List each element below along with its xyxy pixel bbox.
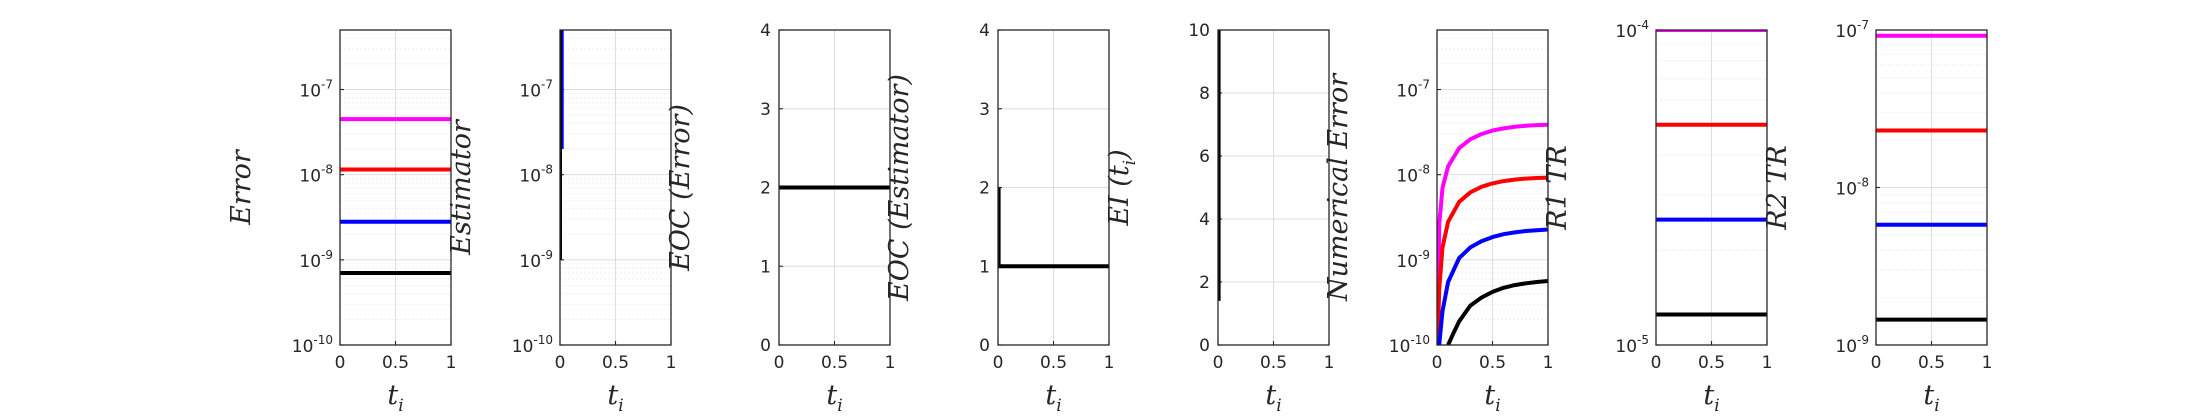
series-line-3 [1437, 227, 1548, 345]
y-tick-label: 10-9 [519, 248, 553, 272]
x-tick-label: 1 [666, 353, 677, 373]
x-axis-label: ti [826, 380, 842, 416]
y-tick-label: 1 [979, 257, 990, 277]
x-tick-label: 0 [1651, 353, 1662, 373]
x-axis-label: ti [1045, 380, 1061, 416]
y-tick-label: 2 [1199, 273, 1210, 293]
axes-frame [1436, 29, 1549, 346]
subplot-3: 0 0.5 1 0 1 2 3 4 ti EOC (Error) [665, 21, 895, 416]
x-tick-label: 1 [885, 353, 896, 373]
x-tick-label: 1 [1543, 353, 1554, 373]
x-tick-label: 1 [1762, 353, 1773, 373]
x-axis-label: ti [1923, 380, 1939, 416]
axes-frame [997, 29, 1110, 346]
axes-frame [1875, 29, 1988, 346]
x-tick-label: 0 [335, 353, 346, 373]
x-axis-label: ti [607, 380, 623, 416]
x-tick-label: 0.5 [382, 353, 409, 373]
x-tick-label: 1 [1324, 353, 1335, 373]
y-tick-label: 10-8 [1396, 163, 1430, 187]
y-tick-label: 10-10 [512, 333, 553, 357]
y-tick-label: 10-7 [1396, 78, 1430, 102]
series-line-4 [1446, 279, 1548, 345]
series-line-2 [1437, 175, 1548, 345]
x-tick-label: 0.5 [1040, 353, 1067, 373]
x-tick-label: 0 [993, 353, 1004, 373]
subplot-7: 0 0.5 1 10-5 10-4 ti R1 TR [1542, 18, 1772, 416]
y-axis-label: R2 TR [1762, 145, 1793, 230]
subplot-6: 0 0.5 1 10-10 10-9 10-8 10-7 ti Numerical Error [1323, 29, 1554, 416]
x-tick-label: 0 [1871, 353, 1882, 373]
x-tick-label: 1 [1982, 353, 1993, 373]
y-axis-label: EI (ti) [1104, 149, 1140, 226]
x-axis-label: ti [1265, 380, 1281, 416]
x-tick-label: 1 [1104, 353, 1115, 373]
y-tick-label: 0 [979, 336, 990, 356]
x-tick-label: 0.5 [1260, 353, 1287, 373]
y-tick-label: 8 [1199, 84, 1210, 104]
x-tick-label: 0 [1432, 353, 1443, 373]
axes-frame [1655, 29, 1768, 346]
y-tick-label: 4 [760, 21, 771, 41]
x-tick-label: 0.5 [602, 353, 629, 373]
x-tick-label: 0 [555, 353, 566, 373]
y-tick-label: 2 [760, 179, 771, 199]
y-tick-label: 0 [760, 336, 771, 356]
axes-frame [778, 29, 891, 346]
y-tick-label: 10-4 [1615, 18, 1649, 42]
y-axis-label: EOC (Estimator) [884, 74, 915, 302]
y-tick-label: 1 [760, 257, 771, 277]
y-axis-label: Error [226, 148, 257, 226]
y-tick-label: 10-8 [299, 163, 333, 187]
x-tick-label: 0.5 [1698, 353, 1725, 373]
y-tick-label: 4 [979, 21, 990, 41]
y-tick-label: 10-8 [519, 163, 553, 187]
y-tick-label: 3 [979, 100, 990, 120]
x-axis-label: ti [1703, 380, 1719, 416]
axes-frame [339, 29, 452, 346]
subplot-8: 0 0.5 1 10-9 10-8 10-7 ti R2 TR [1762, 18, 1992, 416]
y-axis-label: Numerical Error [1323, 72, 1354, 302]
y-tick-label: 0 [1199, 336, 1210, 356]
x-axis-label: ti [387, 380, 403, 416]
y-tick-label: 10 [1188, 21, 1210, 41]
x-tick-label: 0 [774, 353, 785, 373]
y-axis-label: EOC (Error) [665, 104, 696, 272]
x-tick-label: 1 [446, 353, 457, 373]
y-tick-label: 10-9 [1396, 248, 1430, 272]
y-tick-label: 10-9 [299, 248, 333, 272]
y-tick-label: 10-10 [1389, 333, 1430, 357]
y-tick-label: 3 [760, 100, 771, 120]
y-tick-label: 4 [1199, 210, 1210, 230]
x-axis-label: ti [1484, 380, 1500, 416]
axes-frame [559, 29, 672, 346]
y-tick-label: 10-5 [1615, 333, 1649, 357]
x-tick-label: 0.5 [1918, 353, 1945, 373]
x-tick-label: 0 [1213, 353, 1224, 373]
y-tick-label: 6 [1199, 147, 1210, 167]
y-tick-label: 10-10 [292, 333, 333, 357]
y-tick-label: 10-8 [1835, 176, 1869, 200]
y-axis-label: Estimator [446, 118, 477, 256]
subplot-1: 0 0.5 1 10-10 10-9 10-8 10-7 ti Error [226, 29, 457, 416]
y-axis-label: R1 TR [1542, 145, 1573, 230]
axes-frame [1217, 29, 1330, 346]
y-tick-label: 10-7 [519, 78, 553, 102]
subplot-2: 0 0.5 1 10-10 10-9 10-8 10-7 ti Estimator [446, 29, 677, 416]
x-tick-label: 0.5 [821, 353, 848, 373]
subplot-4: 0 0.5 1 0 1 2 3 4 ti EOC (Estimator) [884, 21, 1114, 416]
y-tick-label: 10-7 [1835, 18, 1869, 42]
y-tick-label: 2 [979, 179, 990, 199]
series-line-1 [1437, 122, 1548, 345]
y-tick-label: 10-7 [299, 78, 333, 102]
x-tick-label: 0.5 [1479, 353, 1506, 373]
y-tick-label: 10-9 [1835, 333, 1869, 357]
